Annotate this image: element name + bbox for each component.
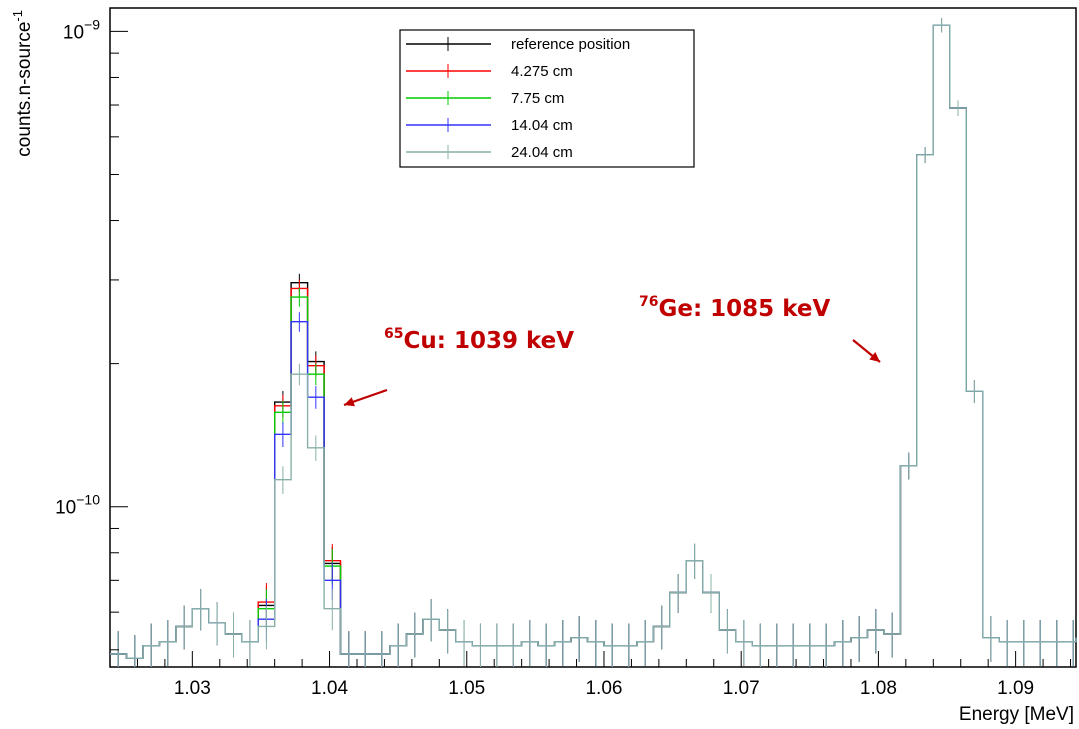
arrow-head (869, 352, 880, 362)
annotation-1: 76Ge: 1085 keV (639, 294, 830, 322)
x-tick-label: 1.03 (174, 678, 211, 699)
legend-label: 24.04 cm (511, 144, 573, 161)
y-axis-label-sup: -1 (10, 10, 25, 22)
y-tick-base: 10 (55, 498, 76, 519)
x-tick-label: 1.04 (311, 678, 348, 699)
y-tick-exponent: −10 (76, 492, 100, 508)
legend-label: 14.04 cm (511, 117, 573, 134)
data-layer (110, 18, 1077, 667)
y-tick-base: 10 (63, 22, 84, 43)
annotation-label: Ge: 1085 keV (658, 296, 830, 322)
annotation-0: 65Cu: 1039 keV (384, 326, 574, 354)
x-tick-label: 1.06 (585, 678, 622, 699)
annotations: 65Cu: 1039 keV 76Ge: 1085 keV (343, 294, 881, 407)
y-tick-exponent: −9 (84, 16, 100, 32)
x-axis-label: Energy [MeV] (959, 704, 1074, 725)
legend-label: 4.275 cm (511, 63, 573, 80)
x-tick-label: 1.07 (723, 678, 760, 699)
legend: reference position 4.275 cm 7.75 cm 14.04 c… (399, 29, 695, 168)
y-tick-label: 10−9 (63, 16, 100, 43)
y-tick-label: 10−10 (55, 492, 100, 519)
legend-label: 7.75 cm (511, 90, 564, 107)
annotation-label: Cu: 1039 keV (403, 328, 574, 354)
series-4 (110, 18, 1077, 667)
annotation-isotope: 76 (639, 294, 658, 310)
annotation-isotope: 65 (384, 326, 403, 342)
y-axis-label: counts.n-source-1 (10, 10, 35, 157)
x-tick-label: 1.09 (997, 678, 1034, 699)
arrow-head (344, 397, 355, 407)
x-tick-label: 1.08 (860, 678, 897, 699)
y-axis-label-text: counts.n-source (14, 22, 35, 157)
x-tick-label: 1.05 (448, 678, 485, 699)
legend-label: reference position (511, 36, 630, 53)
